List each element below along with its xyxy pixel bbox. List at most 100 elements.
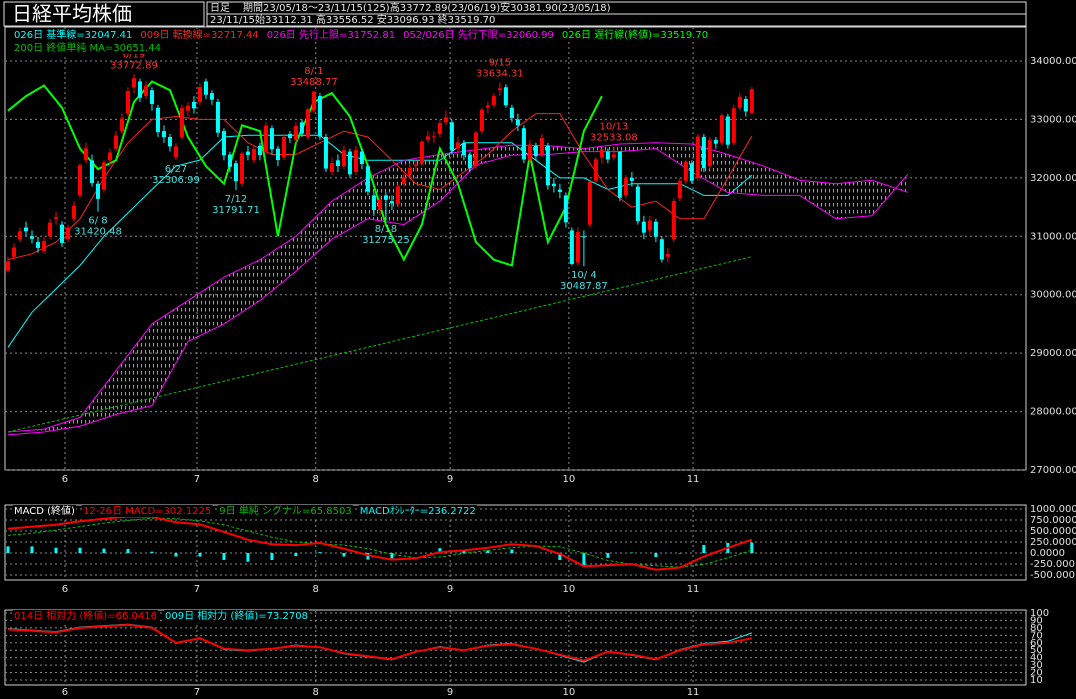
annotation-value: 30487.87 [560,281,608,292]
y-tick-label: 40 [1030,653,1043,664]
annotation-date: 10/ 4 [571,270,597,281]
annotation-value: 33772.89 [110,60,158,71]
candle-body [155,107,160,133]
candle-body [635,186,640,222]
candle-body [395,186,400,205]
legend-entry: 12-26日 MACD=302.1225 [83,506,211,517]
x-tick-label: 7 [194,474,200,485]
candle-body [569,230,574,264]
candle-body [617,151,622,198]
ohlc-info: 始33112.31 高33556.52 安33096.93 終33519.70 [255,13,495,26]
candle-body [275,148,280,161]
histogram-bar [486,550,490,553]
candle-body [191,101,196,109]
annotation-value: 33488.77 [290,77,338,88]
cloud-fill [8,142,908,435]
histogram-bar [606,552,610,558]
candle-body [137,81,142,98]
candle-body [377,199,382,210]
legend-bg [560,29,710,41]
candle-body [209,93,214,100]
candle-body [407,167,412,175]
legend-bg [13,29,134,41]
annotation-value: 31275.25 [362,235,410,246]
candle-body [383,195,388,200]
x-tick-label: 6 [62,584,68,595]
candle-body [503,87,508,106]
histogram-bar [678,552,682,554]
x-tick-label: 9 [447,687,453,698]
annotation-date: 9/15 [489,57,511,68]
candle-body [509,107,514,119]
histogram-bar [414,552,418,554]
candle-body [413,164,418,167]
legend-entry: MACD (終値) [14,504,75,517]
candle-body [239,153,244,184]
candle-body [491,96,496,105]
series-line [7,113,753,261]
y-tick-label: 70 [1030,630,1043,641]
candle-body [323,136,328,169]
candle-body [227,154,232,167]
candle-body [431,136,436,138]
candle-body [65,227,70,240]
annotation-value: 31420.48 [74,227,122,238]
x-tick-label: 7 [194,687,200,698]
x-tick-label: 8 [313,687,319,698]
x-tick-label: 10 [563,687,576,698]
ohlc-date: 23/11/15 [210,15,255,26]
y-tick-label: 0.0000 [1030,548,1065,559]
candle-body [581,236,586,238]
y-tick-label: 29000.00 [1030,348,1076,359]
period-info: 期間23/05/18〜23/11/15(125)高33772.89(23/06/… [243,1,611,14]
histogram-bar [630,552,634,554]
annotation-value: 31791.71 [212,205,260,216]
series-line [7,515,753,571]
histogram-bar [534,552,538,554]
candle-body [587,181,592,225]
candle-body [515,119,520,126]
legend-entry: 026日 基準線=32047.41 [14,28,132,41]
histogram-bar [342,552,346,557]
y-tick-label: 90 [1030,615,1043,626]
x-tick-label: 7 [194,584,200,595]
legend-bg [358,505,477,517]
candle-body [329,163,334,173]
candle-body [71,205,76,219]
candle-body [641,221,646,233]
candle-body [167,136,172,147]
candle-body [539,138,544,155]
candle-body [17,231,22,240]
y-tick-label: 32000.00 [1030,173,1076,184]
histogram-bar [462,549,466,553]
y-tick-label: 60 [1030,638,1043,649]
series-line [7,517,753,568]
annotation-date: 6/27 [165,164,187,175]
candle-body [725,116,730,145]
candle-body [455,142,460,149]
histogram-bar [270,552,274,561]
histogram-bar [246,552,250,562]
histogram-bar [318,552,322,553]
timeframe: 日足 [210,2,230,14]
x-tick-label: 10 [563,474,576,485]
candle-body [401,177,406,184]
legend-bg [265,29,397,41]
candle-body [59,224,64,243]
y-tick-label: 30 [1030,660,1043,671]
candle-body [203,81,208,95]
x-tick-label: 9 [447,584,453,595]
legend-entry: 9日 単純 シグナル=65.8503 [219,504,351,517]
histogram-bar [126,549,130,553]
candle-body [701,136,706,169]
candle-body [161,131,166,138]
candle-body [665,254,670,257]
histogram-bar [222,552,226,561]
y-tick-label: 100 [1030,608,1049,619]
series-line [7,623,753,662]
candle-body [269,128,274,150]
candle-body [365,166,370,192]
histogram-bar [174,552,178,557]
